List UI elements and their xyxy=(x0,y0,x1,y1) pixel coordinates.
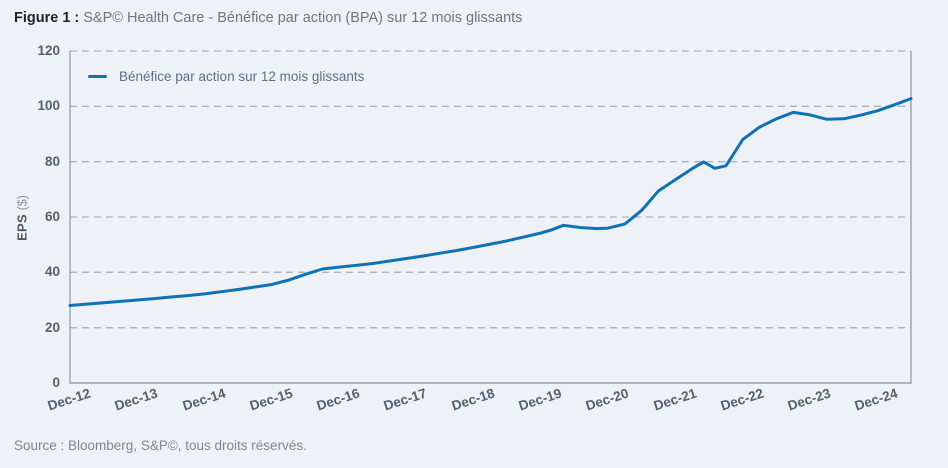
eps-line-series xyxy=(68,97,913,307)
legend: Bénéfice par action sur 12 mois glissant… xyxy=(88,69,364,84)
y-tick-label-100: 100 xyxy=(37,98,60,114)
y-tick-label-120: 120 xyxy=(37,43,60,58)
legend-label: Bénéfice par action sur 12 mois glissant… xyxy=(119,69,365,84)
y-tick-label-20: 20 xyxy=(44,319,60,335)
legend-line-marker xyxy=(88,74,107,79)
y-tick-label-80: 80 xyxy=(44,153,60,169)
y-tick-label-0: 0 xyxy=(52,375,60,390)
figure-label: Figure 1 : xyxy=(14,10,80,26)
axis-frame xyxy=(69,51,912,384)
figure-title-text: S&P© Health Care - Bénéfice par action (… xyxy=(83,10,523,26)
figure-title: Figure 1 : S&P© Health Care - Bénéfice pa… xyxy=(14,10,522,26)
y-tick-label-40: 40 xyxy=(44,264,60,280)
source-note: Source : Bloomberg, S&P©, tous droits ré… xyxy=(14,438,307,453)
y-tick-label-60: 60 xyxy=(44,209,60,224)
